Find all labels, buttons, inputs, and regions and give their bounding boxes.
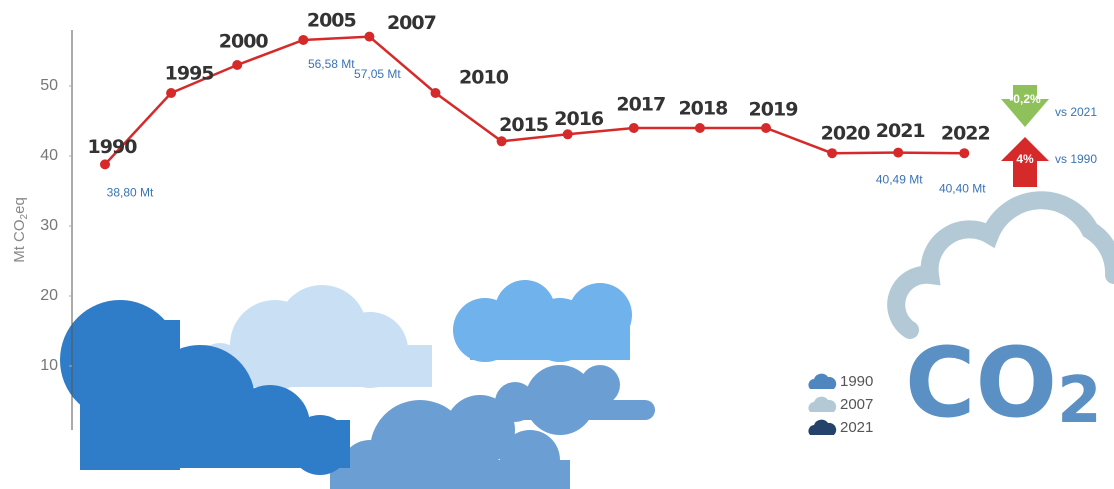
y-tick-label: 50 — [40, 77, 58, 94]
x-category-label: 2022 — [941, 123, 990, 145]
data-point — [827, 148, 837, 158]
data-point — [695, 123, 705, 133]
y-tick-label: 20 — [40, 287, 58, 304]
legend-label: 1990 — [840, 373, 873, 390]
x-category-label: 2007 — [387, 12, 436, 34]
data-point — [959, 148, 969, 158]
value-label: 40,49 Mt — [876, 173, 923, 187]
y-axis-label: Mt CO2eq — [11, 197, 30, 263]
data-point — [497, 136, 507, 146]
y-label-suffix: eq — [11, 197, 28, 214]
data-point — [232, 60, 242, 70]
x-category-label: 2016 — [554, 108, 604, 130]
x-category-label: 2021 — [876, 120, 925, 142]
badge-label: vs 1990 — [1055, 152, 1097, 166]
data-point — [298, 35, 308, 45]
x-category-label: 2017 — [616, 94, 665, 116]
data-point — [431, 88, 441, 98]
x-category-label: 1990 — [88, 136, 138, 158]
data-point — [100, 159, 110, 169]
chart: Mt CO2eq -0,2% vs 2021 4% vs 1990 CO2 10… — [0, 0, 1114, 489]
badge-label: vs 2021 — [1055, 105, 1097, 119]
x-category-label: 2018 — [678, 98, 728, 120]
legend-item: 2007 — [808, 396, 873, 413]
legend-icon — [808, 420, 836, 435]
co2-sub: 2 — [1057, 364, 1102, 438]
x-category-label: 2010 — [459, 67, 509, 89]
value-label: 56,58 Mt — [308, 57, 355, 71]
legend-icon — [808, 397, 836, 412]
x-category-label: 2019 — [749, 99, 798, 121]
value-label: 57,05 Mt — [354, 67, 401, 81]
y-label-main: Mt CO — [11, 219, 28, 262]
co2-main: CO — [905, 327, 1057, 439]
value-label: 38,80 Mt — [107, 186, 154, 200]
data-point — [893, 148, 903, 158]
series-line — [105, 37, 964, 165]
data-point — [761, 123, 771, 133]
value-label: 40,40 Mt — [939, 181, 986, 195]
legend-item: 2021 — [808, 419, 873, 436]
data-point — [563, 129, 573, 139]
x-category-label: 2020 — [821, 123, 871, 145]
legend-icon — [808, 374, 836, 389]
legend-item: 1990 — [808, 373, 873, 390]
data-point — [364, 32, 374, 42]
x-category-label: 1995 — [165, 63, 214, 85]
y-tick-label: 30 — [40, 217, 58, 234]
data-point — [166, 88, 176, 98]
y-tick-label: 10 — [40, 357, 58, 374]
y-tick-label: 40 — [40, 147, 58, 164]
data-point — [629, 123, 639, 133]
legend-label: 2007 — [840, 396, 873, 413]
badge-value: -0,2% — [1009, 92, 1041, 106]
legend-label: 2021 — [840, 419, 873, 436]
x-category-label: 2000 — [219, 31, 269, 53]
x-category-label: 2015 — [499, 114, 548, 136]
badge-value: 4% — [1016, 152, 1034, 166]
co2-label: CO2 — [905, 327, 1102, 439]
x-category-label: 2005 — [307, 9, 356, 31]
